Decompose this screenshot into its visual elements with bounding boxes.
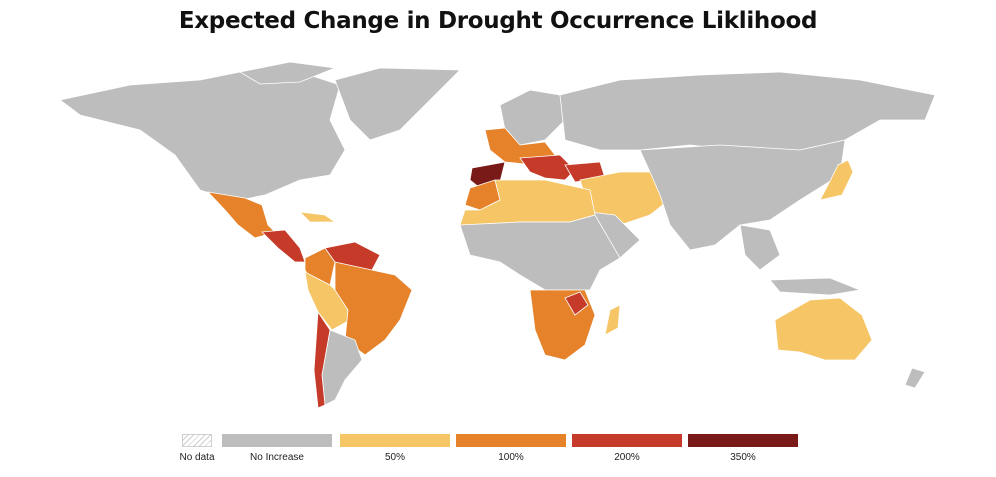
region-zimbabwe[interactable] <box>564 291 589 316</box>
legend-swatch-200 <box>572 434 682 447</box>
region-new-zealand[interactable] <box>904 367 926 389</box>
region-brazil[interactable] <box>334 261 413 356</box>
legend-swatch-350 <box>688 434 798 447</box>
legend-swatch-no-increase <box>222 434 332 447</box>
legend-label-350: 350% <box>730 452 756 463</box>
legend-swatch-100 <box>456 434 566 447</box>
legend-label-200: 200% <box>614 452 640 463</box>
region-north-america[interactable] <box>59 69 346 201</box>
legend-label-no-increase: No Increase <box>250 452 304 463</box>
world-map <box>59 61 936 409</box>
legend-label-no-data: No data <box>179 452 215 463</box>
map-title: Expected Change in Drought Occurrence Li… <box>178 8 818 34</box>
region-central-america[interactable] <box>261 229 306 263</box>
region-peru[interactable] <box>304 271 351 331</box>
region-australia[interactable] <box>774 297 873 361</box>
legend-label-50: 50% <box>384 452 405 463</box>
region-chile[interactable] <box>313 310 331 409</box>
region-southeast-asia[interactable] <box>739 224 862 296</box>
region-central-africa[interactable] <box>459 214 621 291</box>
legend-swatch-no-data <box>182 434 212 447</box>
region-caribbean[interactable] <box>298 211 337 223</box>
region-arctic-islands[interactable] <box>238 61 337 85</box>
region-russia[interactable] <box>559 71 936 151</box>
region-mexico[interactable] <box>206 191 276 239</box>
region-japan[interactable] <box>819 159 854 201</box>
region-italy-balkans[interactable] <box>519 154 576 181</box>
legend: No data No Increase 50% 100% 200% 350% <box>0 434 996 474</box>
region-greenland[interactable] <box>334 67 461 141</box>
legend-label-100: 100% <box>498 452 524 463</box>
region-madagascar[interactable] <box>604 304 621 336</box>
region-china-asia[interactable] <box>639 139 846 251</box>
legend-swatch-50 <box>340 434 450 447</box>
